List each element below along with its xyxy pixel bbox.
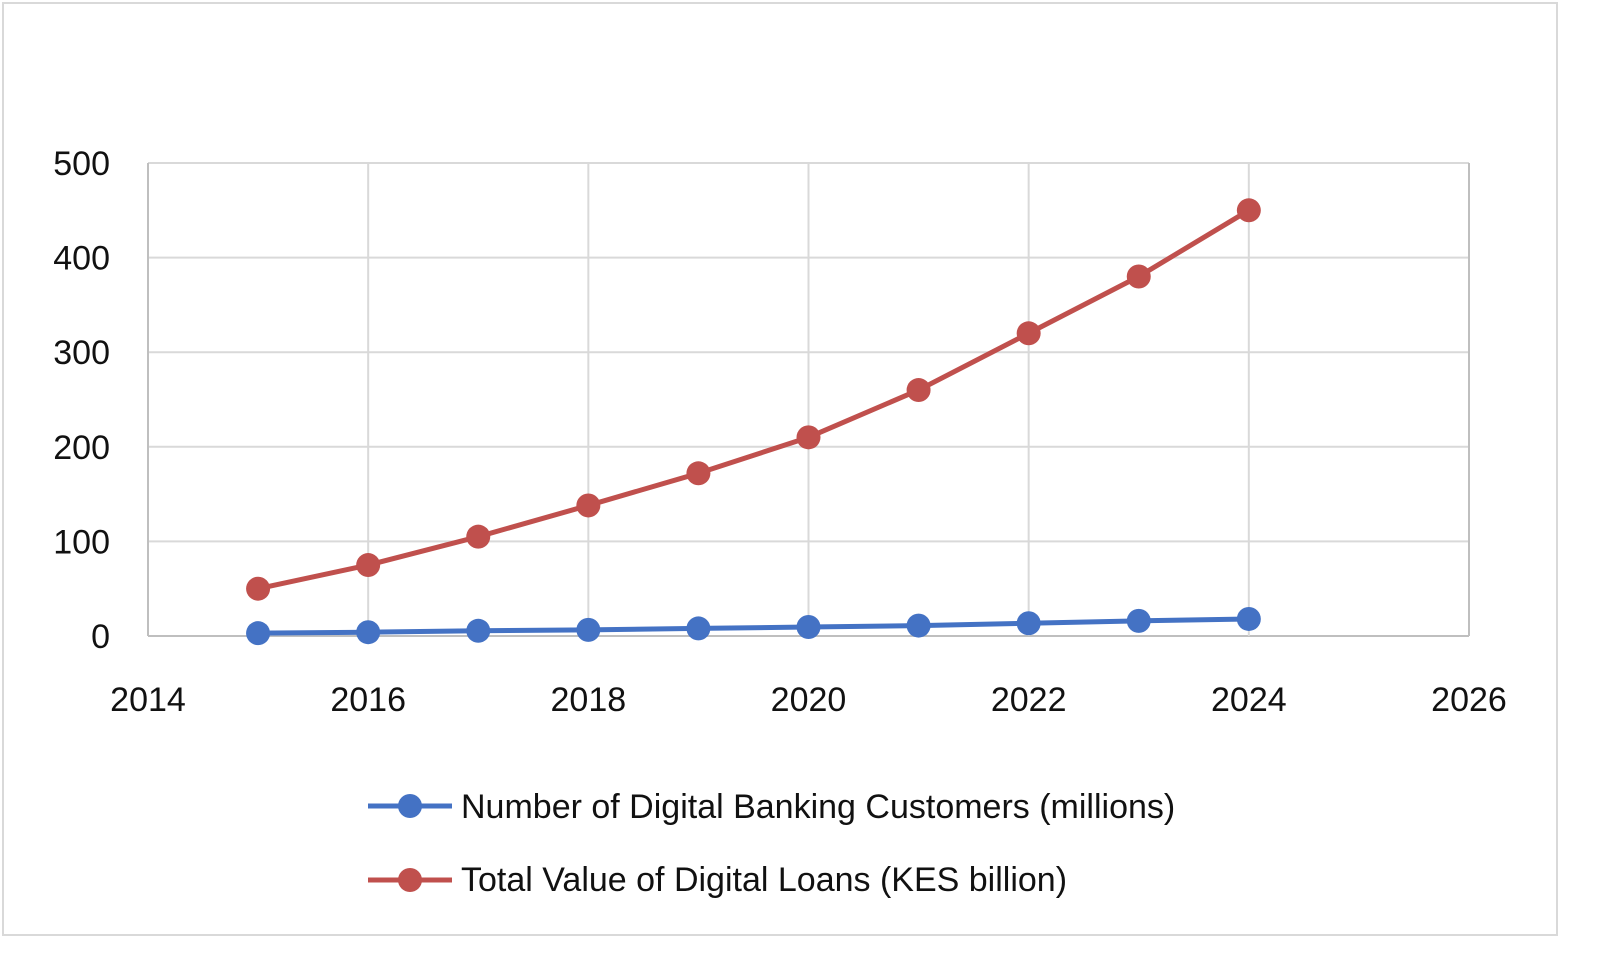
- series-layer: [246, 198, 1261, 646]
- x-tick-label-2026: 2026: [1431, 681, 1507, 719]
- data-point-customers-2015[interactable]: [246, 621, 271, 646]
- legend-label-customers: Number of Digital Banking Customers (mil…: [461, 788, 1175, 826]
- data-point-loans-2019[interactable]: [686, 461, 711, 486]
- data-point-loans-2016[interactable]: [356, 553, 381, 578]
- data-point-loans-2024[interactable]: [1236, 198, 1261, 223]
- x-tick-label-2014: 2014: [110, 681, 186, 719]
- data-point-loans-2022[interactable]: [1016, 321, 1041, 346]
- y-tick-label-100: 100: [53, 523, 110, 561]
- y-tick-label-300: 300: [53, 334, 110, 372]
- data-point-customers-2021[interactable]: [906, 613, 931, 638]
- data-point-customers-2017[interactable]: [466, 618, 491, 643]
- y-tick-label-0: 0: [91, 618, 110, 656]
- legend-item-loans[interactable]: Total Value of Digital Loans (KES billio…: [368, 861, 1067, 899]
- data-point-customers-2016[interactable]: [356, 620, 381, 645]
- y-tick-label-200: 200: [53, 429, 110, 467]
- data-point-customers-2018[interactable]: [576, 617, 601, 642]
- x-tick-label-2016: 2016: [330, 681, 406, 719]
- x-axis-ticks: 2014 2016 2018 2020 2022 2024 2026: [110, 681, 1507, 719]
- y-axis-ticks: 0 100 200 300 400 500: [53, 145, 110, 656]
- y-tick-label-400: 400: [53, 240, 110, 278]
- data-point-customers-2020[interactable]: [796, 615, 821, 640]
- data-point-customers-2023[interactable]: [1126, 608, 1151, 633]
- legend-label-loans: Total Value of Digital Loans (KES billio…: [461, 861, 1067, 899]
- x-tick-label-2024: 2024: [1211, 681, 1287, 719]
- data-point-loans-2017[interactable]: [466, 524, 491, 549]
- x-tick-label-2018: 2018: [551, 681, 627, 719]
- x-tick-label-2020: 2020: [771, 681, 847, 719]
- data-point-loans-2015[interactable]: [246, 576, 271, 601]
- data-point-customers-2022[interactable]: [1016, 611, 1041, 636]
- legend: Number of Digital Banking Customers (mil…: [368, 788, 1175, 899]
- x-tick-label-2022: 2022: [991, 681, 1067, 719]
- data-point-loans-2018[interactable]: [576, 493, 601, 518]
- grid: [147, 162, 1470, 637]
- y-tick-label-500: 500: [53, 145, 110, 183]
- data-point-loans-2020[interactable]: [796, 425, 821, 450]
- series-line-loans: [255, 207, 1252, 592]
- legend-swatch-dot-loans: [398, 868, 422, 892]
- legend-item-customers[interactable]: Number of Digital Banking Customers (mil…: [368, 788, 1175, 826]
- chart-frame: [2, 2, 1558, 936]
- data-point-customers-2024[interactable]: [1236, 606, 1261, 631]
- series-line-customers: [255, 616, 1252, 636]
- data-point-loans-2021[interactable]: [906, 378, 931, 403]
- data-point-loans-2023[interactable]: [1126, 264, 1151, 289]
- legend-swatch-dot-customers: [398, 794, 422, 818]
- data-point-customers-2019[interactable]: [686, 616, 711, 641]
